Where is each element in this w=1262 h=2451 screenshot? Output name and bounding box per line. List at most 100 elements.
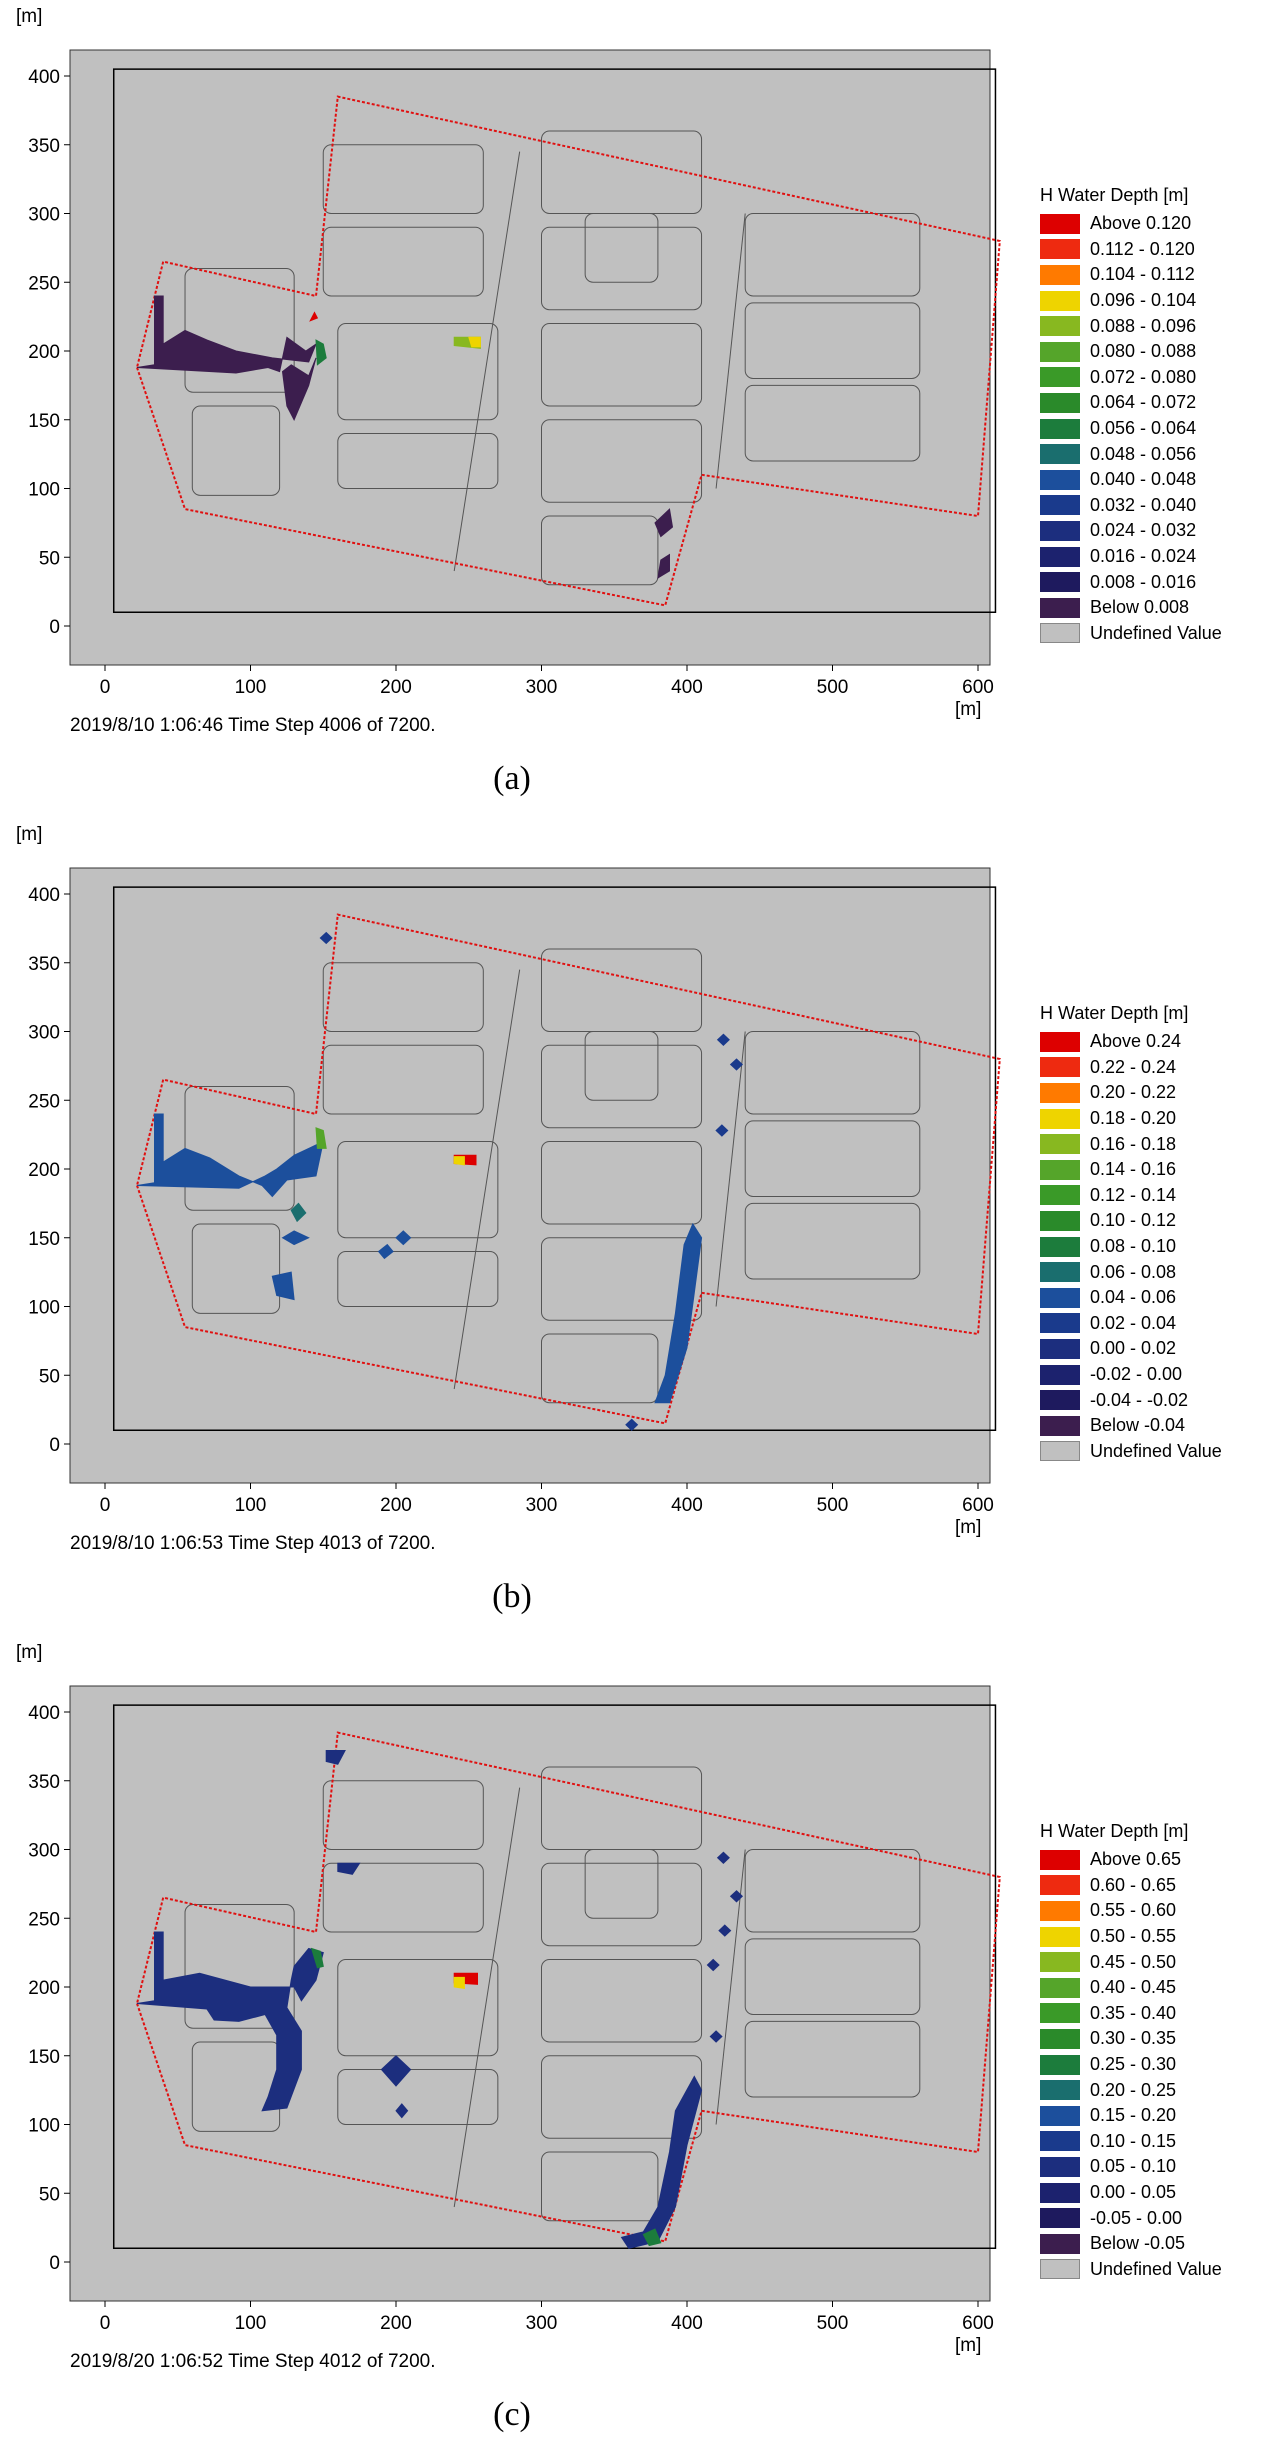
x-tick-label: 300: [526, 2313, 558, 2334]
y-tick-label: 50: [39, 1366, 60, 1387]
x-tick-label: 600: [962, 1495, 994, 1516]
legend-label: 0.040 - 0.048: [1090, 469, 1197, 490]
water-depth-patch: [395, 1230, 412, 1246]
water-depth-patch: [271, 1271, 295, 1301]
legend-label: 0.04 - 0.06: [1090, 1287, 1177, 1308]
building-outline: [744, 1849, 921, 1933]
y-tick-label: 200: [28, 1160, 60, 1181]
water-depth-patch: [709, 2030, 723, 2043]
legend-label: 0.12 - 0.14: [1090, 1184, 1177, 1205]
building-outline: [744, 302, 921, 379]
legend-row: Above 0.120: [1040, 211, 1222, 237]
y-axis-unit: [m]: [16, 824, 42, 845]
legend-row: 0.35 - 0.40: [1040, 2001, 1222, 2027]
legend-swatch: [1040, 1977, 1080, 1998]
legend-row: 0.008 - 0.016: [1040, 569, 1222, 595]
building-outline: [584, 213, 659, 283]
legend-label: Above 0.24: [1090, 1031, 1182, 1052]
x-tick-label: 0: [100, 677, 111, 698]
legend-row: 0.088 - 0.096: [1040, 313, 1222, 339]
x-tick-label: 200: [380, 1495, 412, 1516]
legend-swatch: [1040, 2105, 1080, 2126]
legend-swatch: [1040, 1134, 1080, 1155]
y-tick-label: 150: [28, 1229, 60, 1250]
x-tick-label: 100: [235, 677, 267, 698]
legend-label: 0.16 - 0.18: [1090, 1133, 1177, 1154]
x-tick-label: 600: [962, 677, 994, 698]
y-tick-label: 250: [28, 273, 60, 294]
legend-swatch: [1040, 290, 1080, 311]
water-depth-patch: [319, 931, 333, 945]
legend-c: H Water Depth [m] Above 0.65 0.60 - 0.65 0…: [1040, 1819, 1222, 2282]
legend-label: 0.02 - 0.04: [1090, 1312, 1177, 1333]
y-tick-label: 250: [28, 1909, 60, 1930]
building-outline: [337, 1959, 499, 2057]
building-outline: [541, 1333, 659, 1404]
y-tick-label: 300: [28, 1023, 60, 1044]
y-tick-label: 200: [28, 1978, 60, 1999]
building-outline: [744, 213, 921, 297]
legend-swatch: [1040, 418, 1080, 439]
legend-swatch: [1040, 1057, 1080, 1078]
timestamp-a: 2019/8/10 1:06:46 Time Step 4006 of 7200…: [70, 715, 436, 736]
y-axis-unit: [m]: [16, 6, 42, 27]
legend-row: 0.096 - 0.104: [1040, 288, 1222, 314]
y-tick-label: 350: [28, 954, 60, 975]
building-outline: [584, 1031, 659, 1101]
legend-swatch: [1040, 623, 1080, 644]
y-tick-label: 0: [49, 617, 60, 638]
legend-row: 0.08 - 0.10: [1040, 1234, 1222, 1260]
building-outline: [541, 419, 703, 503]
legend-swatch: [1040, 2054, 1080, 2075]
legend-row: 0.50 - 0.55: [1040, 1924, 1222, 1950]
y-tick-label: 0: [49, 1435, 60, 1456]
legend-label: 0.064 - 0.072: [1090, 392, 1197, 413]
x-tick-label: 0: [100, 1495, 111, 1516]
legend-row: Below -0.04: [1040, 1413, 1222, 1439]
legend-label: -0.05 - 0.00: [1090, 2207, 1183, 2228]
legend-label: 0.032 - 0.040: [1090, 494, 1197, 515]
timestamp-b: 2019/8/10 1:06:53 Time Step 4013 of 7200…: [70, 1533, 436, 1554]
legend-row: 0.16 - 0.18: [1040, 1131, 1222, 1157]
legend-swatch: [1040, 341, 1080, 362]
water-depth-patch: [654, 508, 674, 538]
legend-row: 0.60 - 0.65: [1040, 1873, 1222, 1899]
model-domain-frame: [112, 1704, 997, 2249]
x-axis-unit: [m]: [955, 699, 981, 720]
legend-swatch: [1040, 2080, 1080, 2101]
water-depth-patch: [310, 1947, 324, 1969]
map-c: 0 100 200 300 400 500 600 0 50 100 150 200 250 300 350…: [16, 1642, 1001, 2356]
legend-swatch: [1040, 1415, 1080, 1436]
legend-swatch: [1040, 1390, 1080, 1411]
legend-label: 0.55 - 0.60: [1090, 1900, 1177, 1921]
building-outline: [337, 2069, 499, 2125]
legend-label: 0.024 - 0.032: [1090, 520, 1197, 541]
legend-swatch: [1040, 1900, 1080, 1921]
legend-label: 0.08 - 0.10: [1090, 1236, 1177, 1257]
building-outline: [322, 1044, 484, 1115]
building-outline: [322, 1780, 484, 1850]
legend-swatch: [1040, 1952, 1080, 1973]
legend-swatch: [1040, 1364, 1080, 1385]
legend-b: H Water Depth [m] Above 0.24 0.22 - 0.24 0…: [1040, 1001, 1222, 1464]
legend-row: Undefined Value: [1040, 1439, 1222, 1465]
building-outline: [541, 1141, 703, 1225]
x-tick-label: 300: [526, 1495, 558, 1516]
legend-swatch: [1040, 2131, 1080, 2152]
water-depth-patch: [468, 336, 481, 348]
legend-row: 0.02 - 0.04: [1040, 1311, 1222, 1337]
legend-row: 0.016 - 0.024: [1040, 544, 1222, 570]
legend-label: 0.104 - 0.112: [1090, 264, 1195, 285]
model-domain-frame: [112, 886, 997, 1431]
water-depth-patch: [315, 339, 327, 366]
x-tick-label: 500: [817, 677, 849, 698]
legend-row: 0.40 - 0.45: [1040, 1975, 1222, 2001]
legend-label: Undefined Value: [1090, 622, 1222, 643]
building-outline: [541, 226, 703, 311]
building-outline: [744, 1031, 921, 1115]
water-depth-patch: [706, 1958, 720, 1972]
x-tick-label: 600: [962, 2313, 994, 2334]
road-line: [453, 151, 521, 572]
legend-label: 0.088 - 0.096: [1090, 315, 1197, 336]
road-line: [715, 213, 746, 489]
